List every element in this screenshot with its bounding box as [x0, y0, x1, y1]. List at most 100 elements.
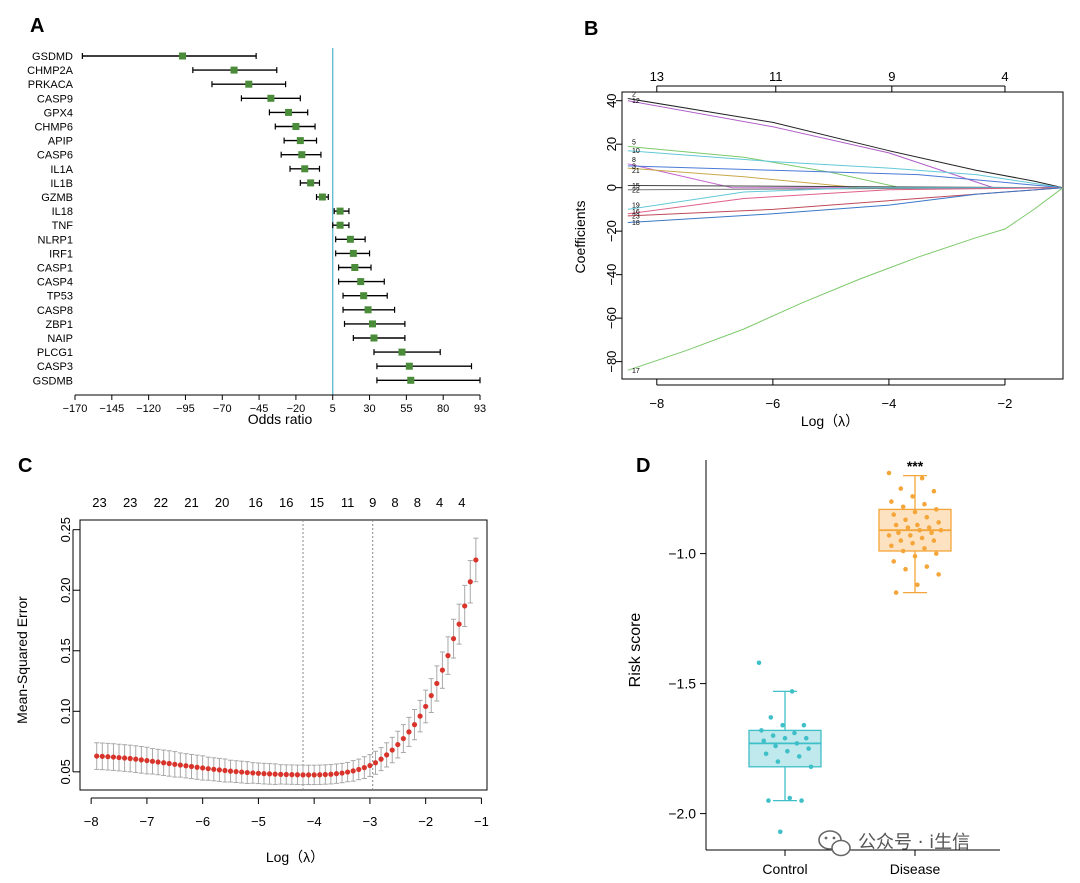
- mse-point: [110, 754, 117, 760]
- path-label: 10: [632, 148, 640, 155]
- estimate-point: [285, 108, 293, 116]
- mse-point: [216, 767, 222, 773]
- x-tick-label: −95: [176, 403, 195, 415]
- y-tick-label: −60: [604, 307, 619, 329]
- estimate-point: [179, 52, 187, 60]
- data-point: [886, 470, 892, 476]
- data-point: [893, 522, 899, 528]
- row-label-casp8: CASP8: [37, 305, 73, 317]
- top-tick-label: 13: [650, 69, 664, 84]
- x-tick-label: 93: [474, 403, 486, 415]
- top-tick-label: 9: [888, 69, 895, 84]
- significance-label: ***: [907, 458, 924, 474]
- top-count-label: 22: [154, 495, 168, 510]
- mse-point: [378, 756, 384, 762]
- estimate-point: [307, 179, 315, 187]
- coefficient-path-19: [627, 187, 1063, 210]
- y-tick-label: 40: [604, 93, 619, 107]
- coefficient-path-18: [627, 187, 1064, 223]
- x-tick-label: 30: [363, 403, 375, 415]
- estimate-point: [360, 292, 368, 300]
- data-point: [785, 748, 790, 754]
- coefficient-path-3: [627, 165, 1064, 189]
- data-point: [898, 486, 904, 491]
- y-tick-label: −1.0: [668, 546, 696, 562]
- mse-point: [177, 762, 183, 768]
- data-point: [907, 533, 913, 538]
- top-count-label: 4: [458, 495, 465, 510]
- data-point: [796, 754, 802, 759]
- coefficient-path-17: [627, 187, 1064, 371]
- mse-point: [467, 579, 473, 585]
- data-point: [780, 722, 785, 728]
- estimate-point: [301, 165, 309, 173]
- category-label-control: Control: [762, 861, 807, 877]
- mse-point: [462, 603, 468, 609]
- path-label: 16: [632, 209, 640, 216]
- row-label-casp9: CASP9: [37, 93, 73, 105]
- estimate-point: [405, 362, 413, 370]
- mse-point: [278, 771, 284, 777]
- top-count-label: 16: [248, 495, 262, 510]
- x-tick-label: 5: [330, 403, 336, 415]
- data-point: [919, 535, 925, 541]
- estimate-point: [346, 235, 354, 243]
- path-label: 23: [632, 213, 640, 220]
- mse-point: [406, 729, 412, 735]
- x-tick-label: −3: [363, 814, 378, 829]
- mse-point: [411, 722, 418, 728]
- row-label-naip: NAIP: [47, 333, 73, 345]
- plot-frame: [79, 519, 488, 791]
- x-tick-label: 55: [400, 403, 412, 415]
- estimate-point: [267, 94, 275, 102]
- row-label-apip: APIP: [48, 136, 73, 148]
- x-tick-label: 80: [437, 403, 449, 415]
- mse-point: [283, 771, 289, 778]
- mse-point: [227, 768, 234, 774]
- data-point: [891, 559, 897, 564]
- top-count-label: 8: [391, 495, 398, 510]
- row-label-zbp1: ZBP1: [45, 319, 73, 331]
- x-tick-label: −70: [213, 403, 232, 415]
- y-tick-label: 0: [604, 184, 619, 191]
- mse-point: [473, 557, 479, 563]
- data-point: [936, 520, 941, 525]
- data-point: [761, 738, 767, 744]
- data-point: [799, 798, 804, 803]
- x-tick-label: −6: [195, 814, 210, 829]
- mse-point: [356, 766, 362, 773]
- y-tick-label: −2.0: [668, 806, 696, 822]
- top-count-label: 11: [341, 495, 355, 510]
- panel-d-letter: D: [636, 455, 650, 477]
- plot-frame: [621, 91, 1064, 380]
- mse-point: [428, 692, 434, 699]
- mse-point: [350, 768, 356, 774]
- mse-point: [445, 653, 451, 659]
- data-point: [759, 728, 764, 733]
- data-point: [782, 735, 788, 741]
- row-label-il1a: IL1A: [50, 164, 73, 176]
- risk-score-boxplot: −2.0 −1.5 −1.0 Control Disease *** Risk score: [627, 458, 1000, 877]
- mse-point: [133, 756, 139, 762]
- mse-point: [384, 752, 390, 758]
- row-label-casp3: CASP3: [37, 361, 73, 373]
- x-tick-label: −120: [136, 403, 161, 415]
- y-tick-label: 0.20: [58, 578, 73, 603]
- mse-point: [289, 772, 295, 778]
- mse-point: [434, 680, 440, 687]
- data-point: [922, 546, 927, 551]
- mse-point: [367, 762, 373, 769]
- path-label: 8: [632, 157, 636, 164]
- row-label-il18: IL18: [52, 206, 73, 218]
- data-point: [891, 512, 897, 517]
- estimate-point: [407, 376, 415, 384]
- y-tick-label: −40: [604, 264, 619, 286]
- mse-point: [266, 771, 273, 777]
- estimate-point: [398, 348, 406, 356]
- y-tick-label: −20: [604, 220, 619, 242]
- top-count-label: 8: [414, 495, 421, 510]
- data-point: [917, 527, 923, 533]
- data-point: [801, 722, 807, 728]
- data-point: [924, 514, 930, 520]
- mse-point: [99, 753, 105, 759]
